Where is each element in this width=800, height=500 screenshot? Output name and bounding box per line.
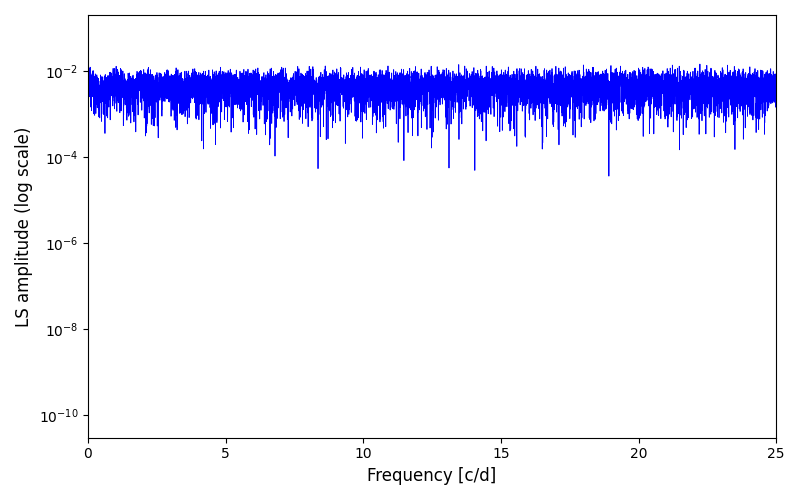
X-axis label: Frequency [c/d]: Frequency [c/d] (367, 467, 497, 485)
Y-axis label: LS amplitude (log scale): LS amplitude (log scale) (15, 126, 33, 326)
